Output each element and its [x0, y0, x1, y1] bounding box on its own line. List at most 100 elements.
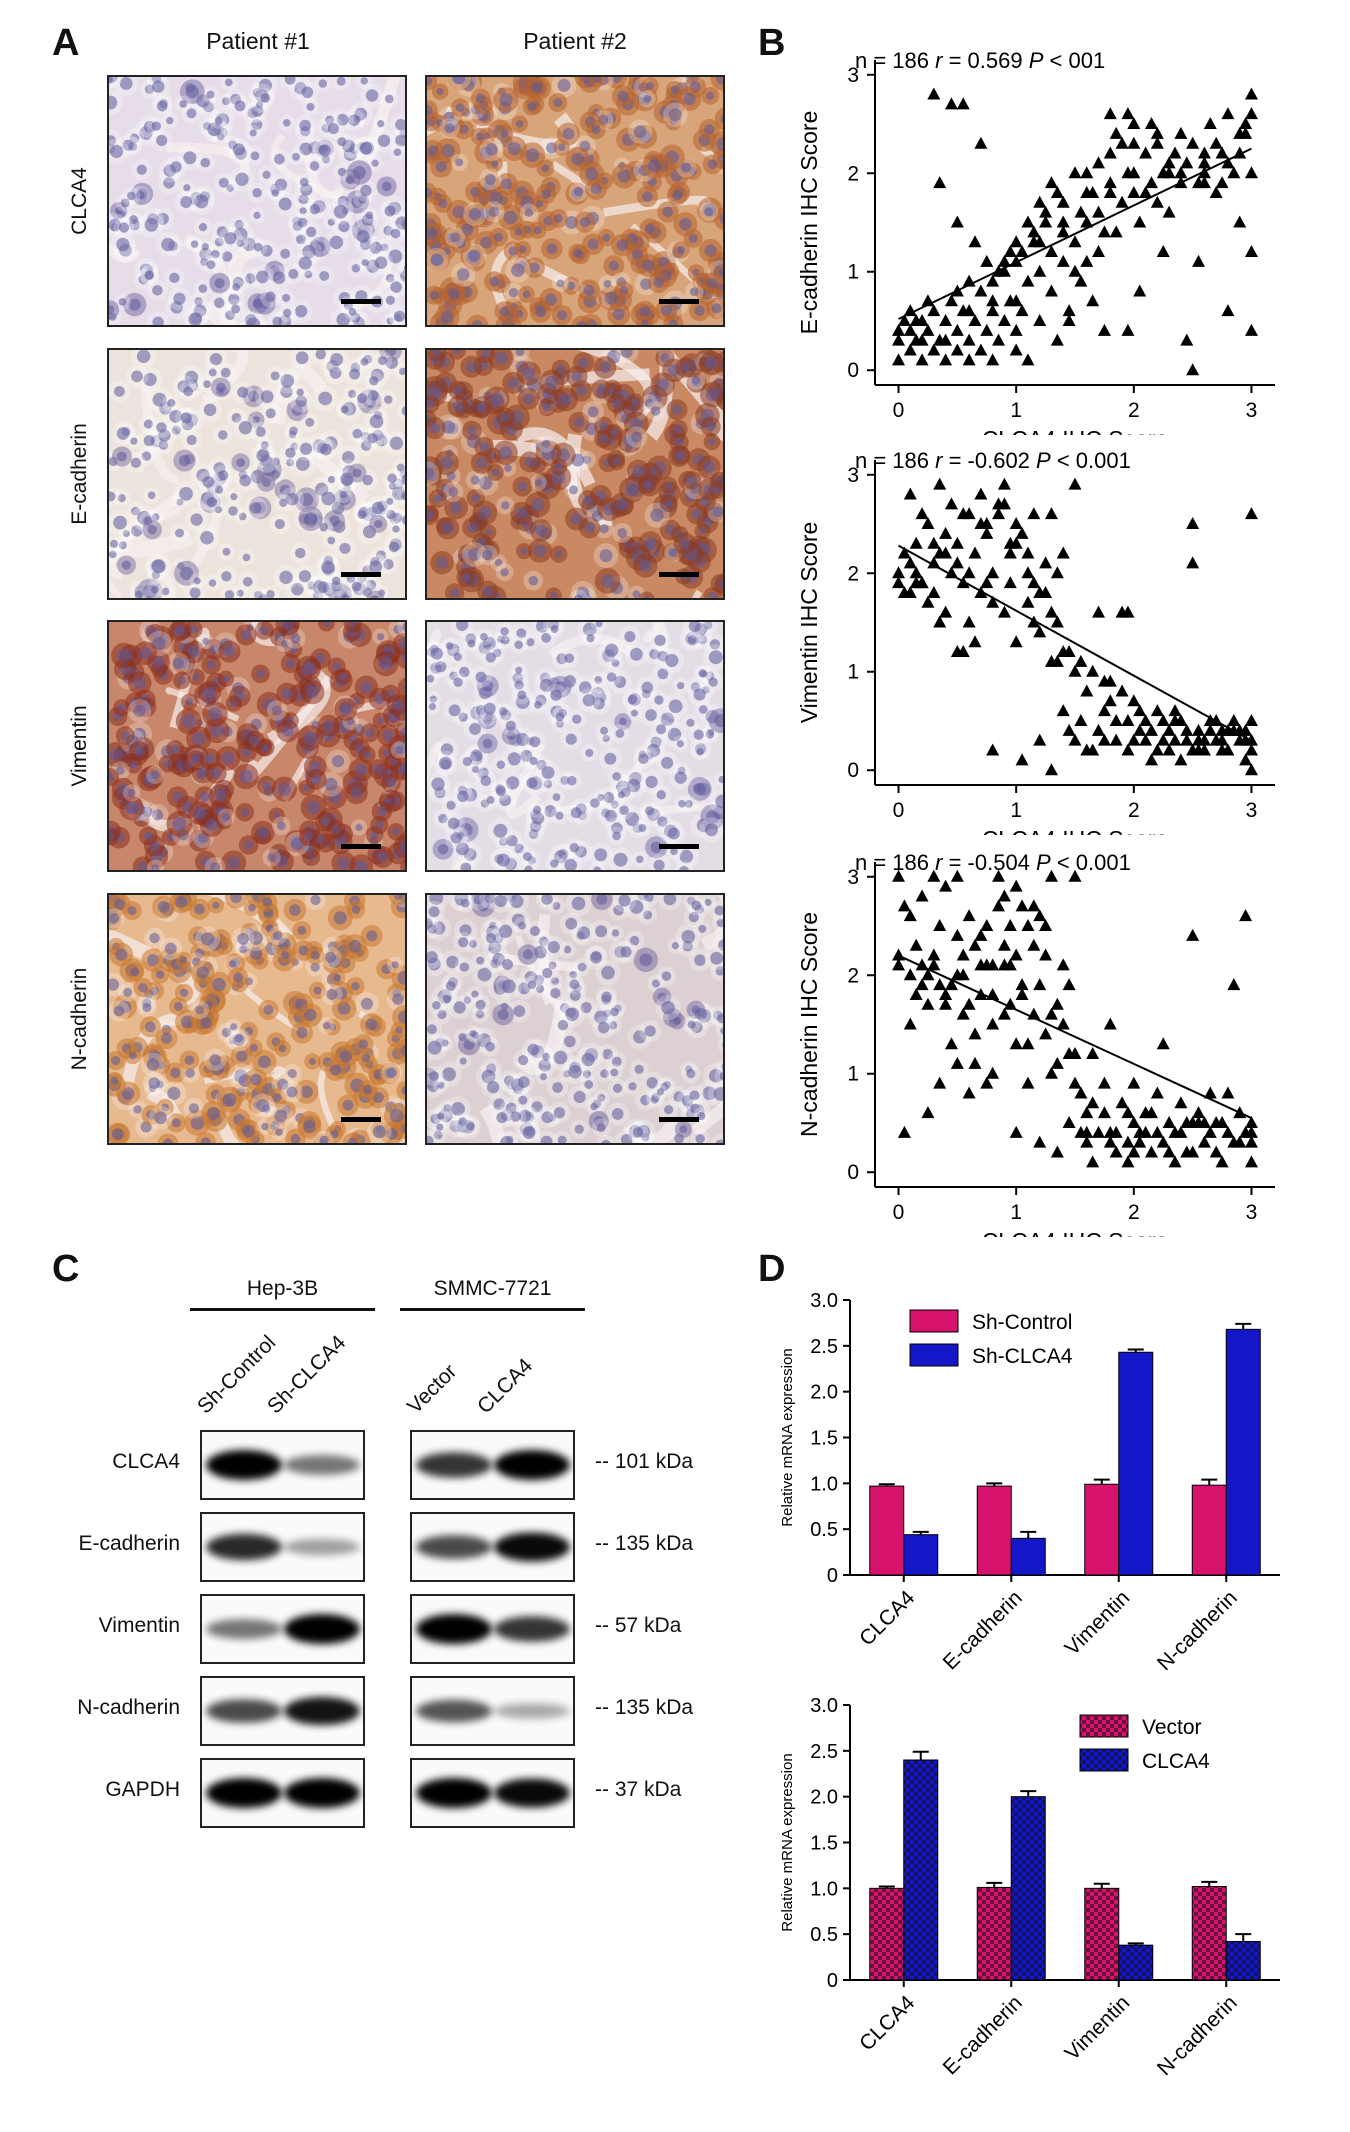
data-point [1056, 546, 1070, 559]
data-point [1033, 909, 1047, 922]
data-point [992, 899, 1006, 912]
y-tick-label: 0 [847, 359, 859, 382]
x-tick-label: 0 [893, 399, 905, 422]
data-point [1239, 733, 1253, 746]
data-point [1239, 117, 1253, 130]
bar [1191, 1484, 1227, 1576]
data-point [1109, 1145, 1123, 1158]
bar [1118, 1944, 1154, 1981]
data-point [1139, 733, 1153, 746]
data-point [1074, 1086, 1088, 1099]
data-point [980, 254, 994, 267]
data-point [1080, 1125, 1094, 1138]
data-point [997, 477, 1011, 490]
data-point [1150, 704, 1164, 717]
bar-chart-2: 0 0.5 1.0 1.5 2.0 2.5 3.0 Relative mRNA express… [779, 1695, 1280, 2080]
data-point [1127, 733, 1141, 746]
data-point [1039, 215, 1053, 228]
data-point [950, 343, 964, 356]
stats-annotation: n = 186 r = -0.504 P < 0.001 [855, 850, 1131, 875]
error-bar [1235, 1322, 1252, 1330]
data-point [897, 546, 911, 559]
data-point [1221, 156, 1235, 169]
data-point [1127, 136, 1141, 149]
protein-band [284, 1538, 360, 1556]
ihc-tissue-texture [427, 622, 723, 870]
data-point [1068, 166, 1082, 179]
scale-bar [659, 299, 699, 304]
y-tick-label: 3 [847, 866, 859, 889]
protein-band [284, 1778, 360, 1808]
data-point [1080, 684, 1094, 697]
data-point [1009, 635, 1023, 648]
data-point [1009, 343, 1023, 356]
y-tick-label: 1 [847, 1063, 859, 1086]
bar [1118, 1351, 1154, 1576]
blot-bands [206, 1778, 360, 1808]
row-label-vimentin: Vimentin [68, 705, 91, 787]
data-point [1221, 723, 1235, 736]
legend-swatch [909, 1343, 959, 1367]
data-point [1044, 1066, 1058, 1079]
panel-c-label: C [52, 1248, 80, 1290]
data-point [1009, 517, 1023, 530]
ihc-image-n-cadherin-patient-1 [107, 893, 407, 1145]
data-point [1009, 948, 1023, 961]
data-point [1227, 978, 1241, 991]
data-point [1009, 1037, 1023, 1050]
data-point [1203, 1086, 1217, 1099]
data-point [1197, 146, 1211, 159]
data-point [1133, 1135, 1147, 1148]
panel-d-label: D [758, 1248, 786, 1290]
data-point [1121, 323, 1135, 336]
y-tick-label: 0 [827, 1565, 838, 1587]
data-point [1033, 625, 1047, 638]
blot-kda-label: -- 101 kDa [595, 1450, 694, 1473]
ihc-tissue-texture [427, 350, 723, 598]
data-point [944, 566, 958, 579]
error-bar [1235, 1933, 1252, 1942]
bar-chart-1: 0 0.5 1.0 1.5 2.0 2.5 3.0 Relative mRNA express… [779, 1290, 1280, 1675]
data-point [1144, 723, 1158, 736]
data-point [1156, 713, 1170, 726]
blot-image [410, 1430, 575, 1500]
data-point [956, 645, 970, 658]
data-point [1068, 1076, 1082, 1089]
data-point [1092, 723, 1106, 736]
data-point [1056, 225, 1070, 238]
data-point [1027, 899, 1041, 912]
data-point [950, 1056, 964, 1069]
data-point [933, 477, 947, 490]
data-point [1003, 997, 1017, 1010]
data-point [968, 635, 982, 648]
data-point [1115, 684, 1129, 697]
blot-bands [416, 1532, 570, 1562]
data-point [1180, 333, 1194, 346]
protein-band [494, 1778, 570, 1808]
data-point [1086, 1096, 1100, 1109]
data-point [997, 605, 1011, 618]
protein-band [416, 1452, 492, 1478]
data-point [921, 323, 935, 336]
x-tick-label: Vimentin [1061, 1586, 1135, 1660]
data-point [1086, 1155, 1100, 1168]
legend-swatch [1079, 1714, 1129, 1738]
data-point [1156, 1037, 1170, 1050]
x-tick-label: CLCA4 [855, 1586, 919, 1650]
data-point [909, 313, 923, 326]
data-point [1009, 294, 1023, 307]
data-point [1174, 126, 1188, 139]
data-point [1192, 254, 1206, 267]
error-bar [912, 1750, 929, 1760]
data-point [1180, 156, 1194, 169]
data-point [1015, 899, 1029, 912]
blot-image [410, 1594, 575, 1664]
data-point [974, 487, 988, 500]
data-point [1092, 605, 1106, 618]
legend-label: CLCA4 [1142, 1750, 1210, 1773]
data-point [1221, 1086, 1235, 1099]
data-point [980, 517, 994, 530]
y-tick-label: 2.5 [810, 1336, 838, 1358]
y-tick-label: 3 [847, 64, 859, 87]
data-point [950, 869, 964, 882]
